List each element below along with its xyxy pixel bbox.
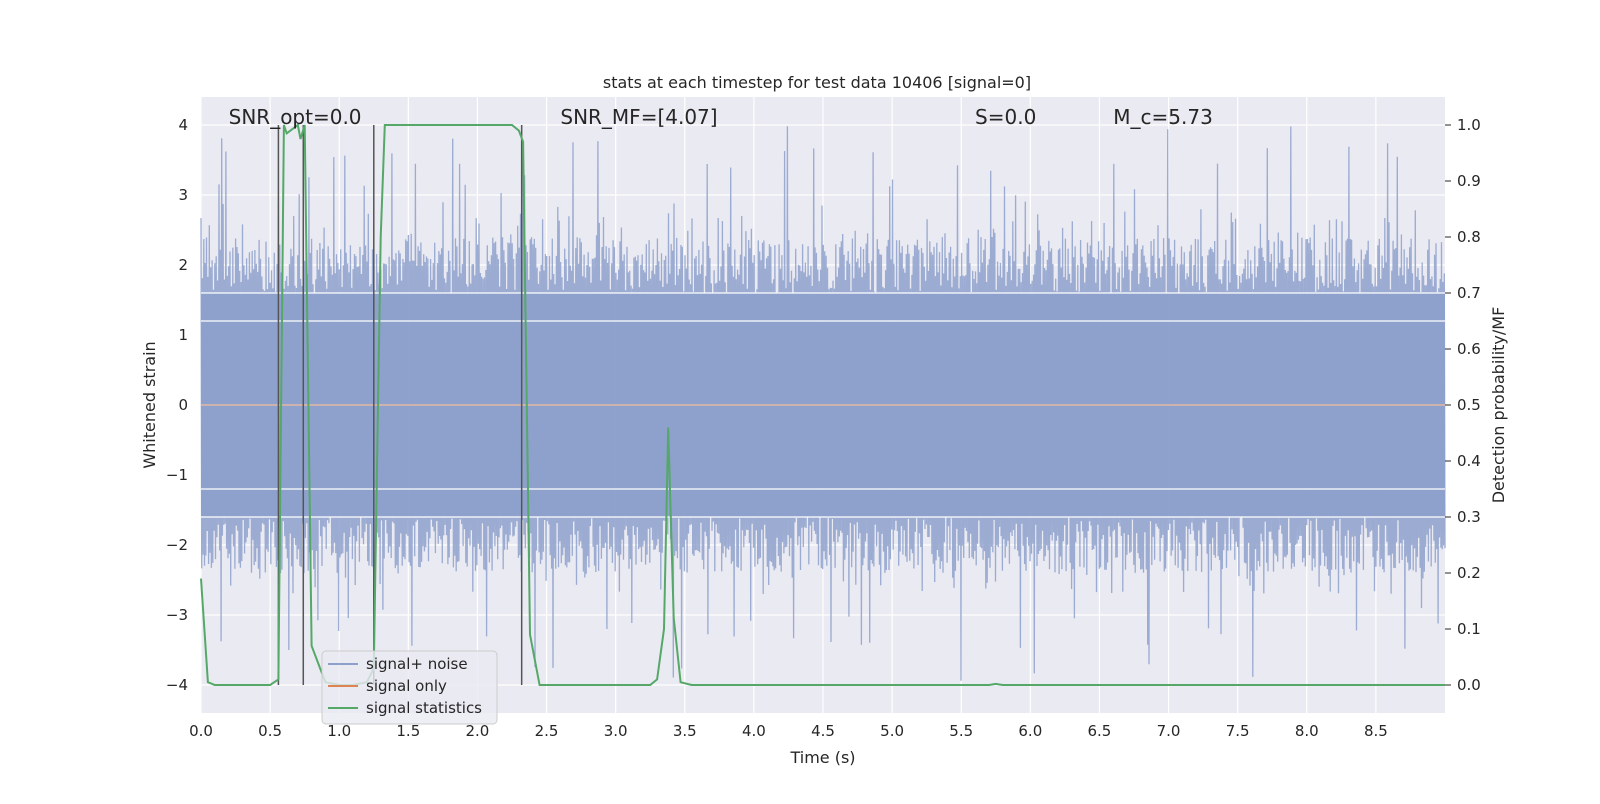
y-axis-right-label: Detection probability/MF xyxy=(1489,307,1508,504)
y-right-tick-label: 0.1 xyxy=(1457,620,1481,638)
legend: signal+ noise signal only signal statistic… xyxy=(321,650,498,725)
y-right-tick-label: 0.4 xyxy=(1457,452,1481,470)
y-left-tick-label: 2 xyxy=(178,256,188,274)
x-tick-label: 0.0 xyxy=(189,722,213,740)
y-left-tick-label: −1 xyxy=(166,466,188,484)
y-right-tick-label: 0.0 xyxy=(1457,676,1481,694)
legend-label: signal statistics xyxy=(366,699,482,717)
x-tick-label: 8.5 xyxy=(1364,722,1388,740)
y-left-tick-label: 3 xyxy=(178,186,188,204)
x-tick-label: 3.0 xyxy=(604,722,628,740)
y-left-tick-label: −2 xyxy=(166,536,188,554)
annotation-text: SNR_MF=[4.07] xyxy=(560,105,717,129)
x-tick-label: 3.5 xyxy=(673,722,697,740)
legend-box xyxy=(321,650,498,725)
y-right-tick-label: 0.3 xyxy=(1457,508,1481,526)
legend-label: signal only xyxy=(366,677,447,695)
annotation-text: M_c=5.73 xyxy=(1113,105,1213,129)
x-tick-label: 5.0 xyxy=(880,722,904,740)
x-tick-label: 4.5 xyxy=(811,722,835,740)
x-tick-label: 0.5 xyxy=(258,722,282,740)
x-tick-label: 8.0 xyxy=(1295,722,1319,740)
y-left-tick-label: 0 xyxy=(178,396,188,414)
y-axis-left-label: Whitened strain xyxy=(140,341,159,468)
annotations: SNR_opt=0.0 SNR_MF=[4.07] S=0.0 M_c=5.73 xyxy=(229,105,1213,129)
x-tick-label: 2.5 xyxy=(535,722,559,740)
tick-labels: 0.0 0.5 1.0 1.5 2.0 2.5 3.0 3.5 4.0 4.5 5.0 5.5 6.0 6… xyxy=(166,116,1481,740)
y-right-tick-label: 1.0 xyxy=(1457,116,1481,134)
y-right-tick-label: 0.2 xyxy=(1457,564,1481,582)
annotation-text: S=0.0 xyxy=(975,105,1036,129)
statistics-line xyxy=(200,123,1445,686)
x-tick-label: 6.5 xyxy=(1088,722,1112,740)
x-tick-label: 6.0 xyxy=(1018,722,1042,740)
x-tick-label: 7.0 xyxy=(1157,722,1181,740)
y-right-tick-label: 0.8 xyxy=(1457,228,1481,246)
x-tick-label: 4.0 xyxy=(742,722,766,740)
chart-title: stats at each timestep for test data 104… xyxy=(603,73,1031,92)
legend-label: signal+ noise xyxy=(366,655,468,673)
x-tick-label: 7.5 xyxy=(1226,722,1250,740)
annotation-text: SNR_opt=0.0 xyxy=(229,105,362,129)
y-right-tick-label: 0.6 xyxy=(1457,340,1481,358)
y-left-tick-label: 1 xyxy=(178,326,188,344)
x-tick-label: 5.5 xyxy=(949,722,973,740)
y-left-tick-label: 4 xyxy=(178,116,188,134)
statistics-series xyxy=(200,123,1445,686)
x-tick-label: 1.0 xyxy=(327,722,351,740)
y-left-tick-label: −3 xyxy=(166,606,188,624)
y-right-tick-label: 0.7 xyxy=(1457,284,1481,302)
x-tick-label: 2.0 xyxy=(466,722,490,740)
x-axis-label: Time (s) xyxy=(789,748,855,767)
y-right-tick-label: 0.9 xyxy=(1457,172,1481,190)
y-left-tick-label: −4 xyxy=(166,676,188,694)
y-right-tick-label: 0.5 xyxy=(1457,396,1481,414)
x-tick-label: 1.5 xyxy=(396,722,420,740)
